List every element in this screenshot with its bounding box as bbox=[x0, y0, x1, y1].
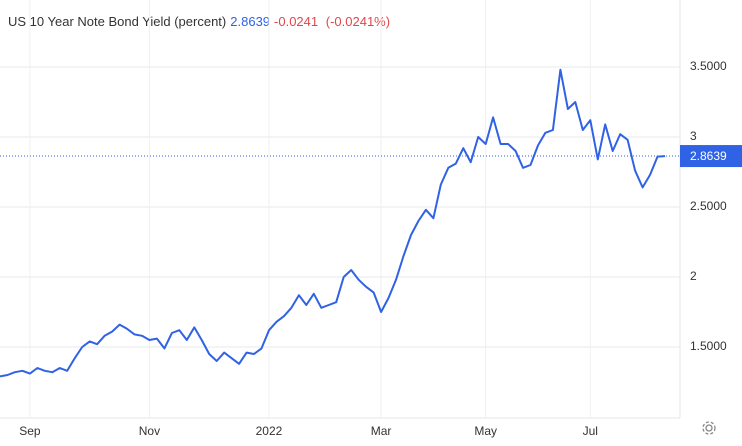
settings-icon[interactable] bbox=[702, 421, 716, 435]
line bbox=[0, 68, 666, 378]
y-tick-label: 2.5000 bbox=[690, 199, 727, 213]
y-tick-label: 1.5000 bbox=[690, 339, 727, 353]
x-tick-label: 2022 bbox=[256, 424, 283, 438]
x-tick-label: Mar bbox=[371, 424, 392, 438]
change-percent: (-0.0241%) bbox=[325, 14, 391, 29]
last-price-label: 2.8639 bbox=[690, 149, 727, 163]
x-tick-label: Sep bbox=[19, 424, 41, 438]
x-tick-label: Nov bbox=[139, 424, 160, 438]
last-price-tag bbox=[680, 145, 742, 168]
x-tick-label: May bbox=[474, 424, 497, 438]
y-tick-label: 2 bbox=[690, 269, 697, 283]
change: -0.0241 bbox=[274, 14, 319, 29]
x-tick-label: Jul bbox=[583, 424, 598, 438]
y-tick-label: 3.5000 bbox=[690, 59, 727, 73]
chart-title: US 10 Year Note Bond Yield (percent) bbox=[8, 14, 227, 29]
y-tick-label: 3 bbox=[690, 129, 697, 143]
header: US 10 Year Note Bond Yield (percent) 2.86… bbox=[8, 14, 390, 29]
last-value: 2.8639 bbox=[230, 14, 271, 29]
